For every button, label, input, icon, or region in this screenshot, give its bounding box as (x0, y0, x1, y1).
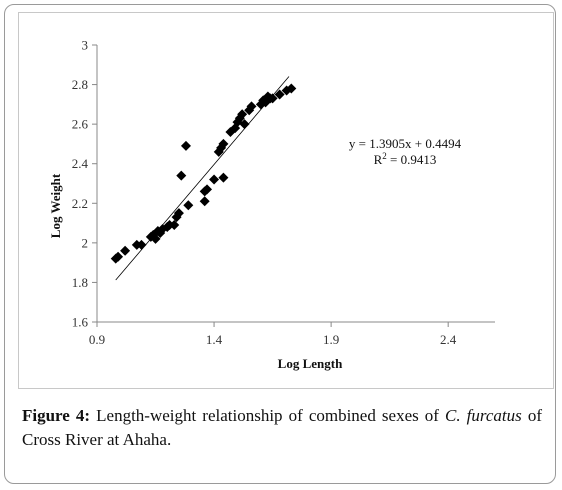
data-point (136, 239, 147, 250)
x-ticks: 0.9 1.4 1.9 2.4 (89, 322, 457, 347)
caption-text-1: Length-weight relationship of combined s… (90, 406, 446, 425)
data-point (183, 200, 194, 211)
x-axis-title: Log Length (278, 356, 343, 371)
y-tick-label: 2 (82, 235, 89, 250)
data-point (176, 170, 187, 181)
data-point (209, 174, 220, 185)
data-point (237, 109, 248, 120)
data-point (199, 196, 210, 207)
x-tick-label: 1.4 (206, 332, 223, 347)
r-squared-value: = 0.9413 (387, 152, 437, 167)
y-tick-label: 1.8 (72, 275, 88, 290)
x-tick-label: 0.9 (89, 332, 105, 347)
data-point (267, 93, 278, 104)
x-tick-label: 1.9 (323, 332, 339, 347)
data-point (286, 83, 297, 94)
data-point (246, 101, 257, 112)
y-ticks: 1.6 1.8 2 2.2 2.4 2.6 2.8 3 (72, 38, 97, 330)
caption-species: C. furcatus (445, 406, 522, 425)
y-tick-label: 2.2 (72, 196, 88, 211)
data-point (173, 208, 184, 219)
y-tick-label: 1.6 (72, 315, 89, 330)
data-point (180, 140, 191, 151)
chart-area (18, 12, 554, 389)
r-squared-sup: 2 (382, 151, 387, 161)
trendline-equation: y = 1.3905x + 0.4494 (349, 136, 462, 151)
y-tick-label: 3 (82, 38, 89, 53)
data-point (218, 138, 229, 149)
y-tick-label: 2.8 (72, 77, 88, 92)
scatter-chart: 1.6 1.8 2 2.2 2.4 2.6 2.8 3 0.9 1.4 1.9 2.4 Log We… (48, 38, 495, 371)
data-point (274, 89, 285, 100)
r-squared-label: R2 = 0.9413 (374, 151, 437, 167)
y-axis-title: Log Weight (48, 173, 63, 238)
data-point (239, 119, 250, 130)
data-points (110, 83, 297, 264)
data-point (202, 184, 213, 195)
axes (96, 45, 495, 323)
caption-text-2: of Cross River at Ahaha. (22, 406, 543, 449)
x-tick-label: 2.4 (440, 332, 457, 347)
data-point (150, 233, 161, 244)
data-point (218, 172, 229, 183)
data-point (169, 220, 180, 231)
figure-caption: Figure 4: Length-weight relationship of … (22, 404, 542, 452)
data-point (113, 251, 124, 262)
r-squared-r: R (374, 152, 383, 167)
data-point (120, 245, 131, 256)
y-tick-label: 2.4 (72, 156, 89, 171)
y-tick-label: 2.6 (72, 117, 89, 132)
data-point (230, 123, 241, 134)
caption-label: Figure 4: (22, 406, 91, 425)
